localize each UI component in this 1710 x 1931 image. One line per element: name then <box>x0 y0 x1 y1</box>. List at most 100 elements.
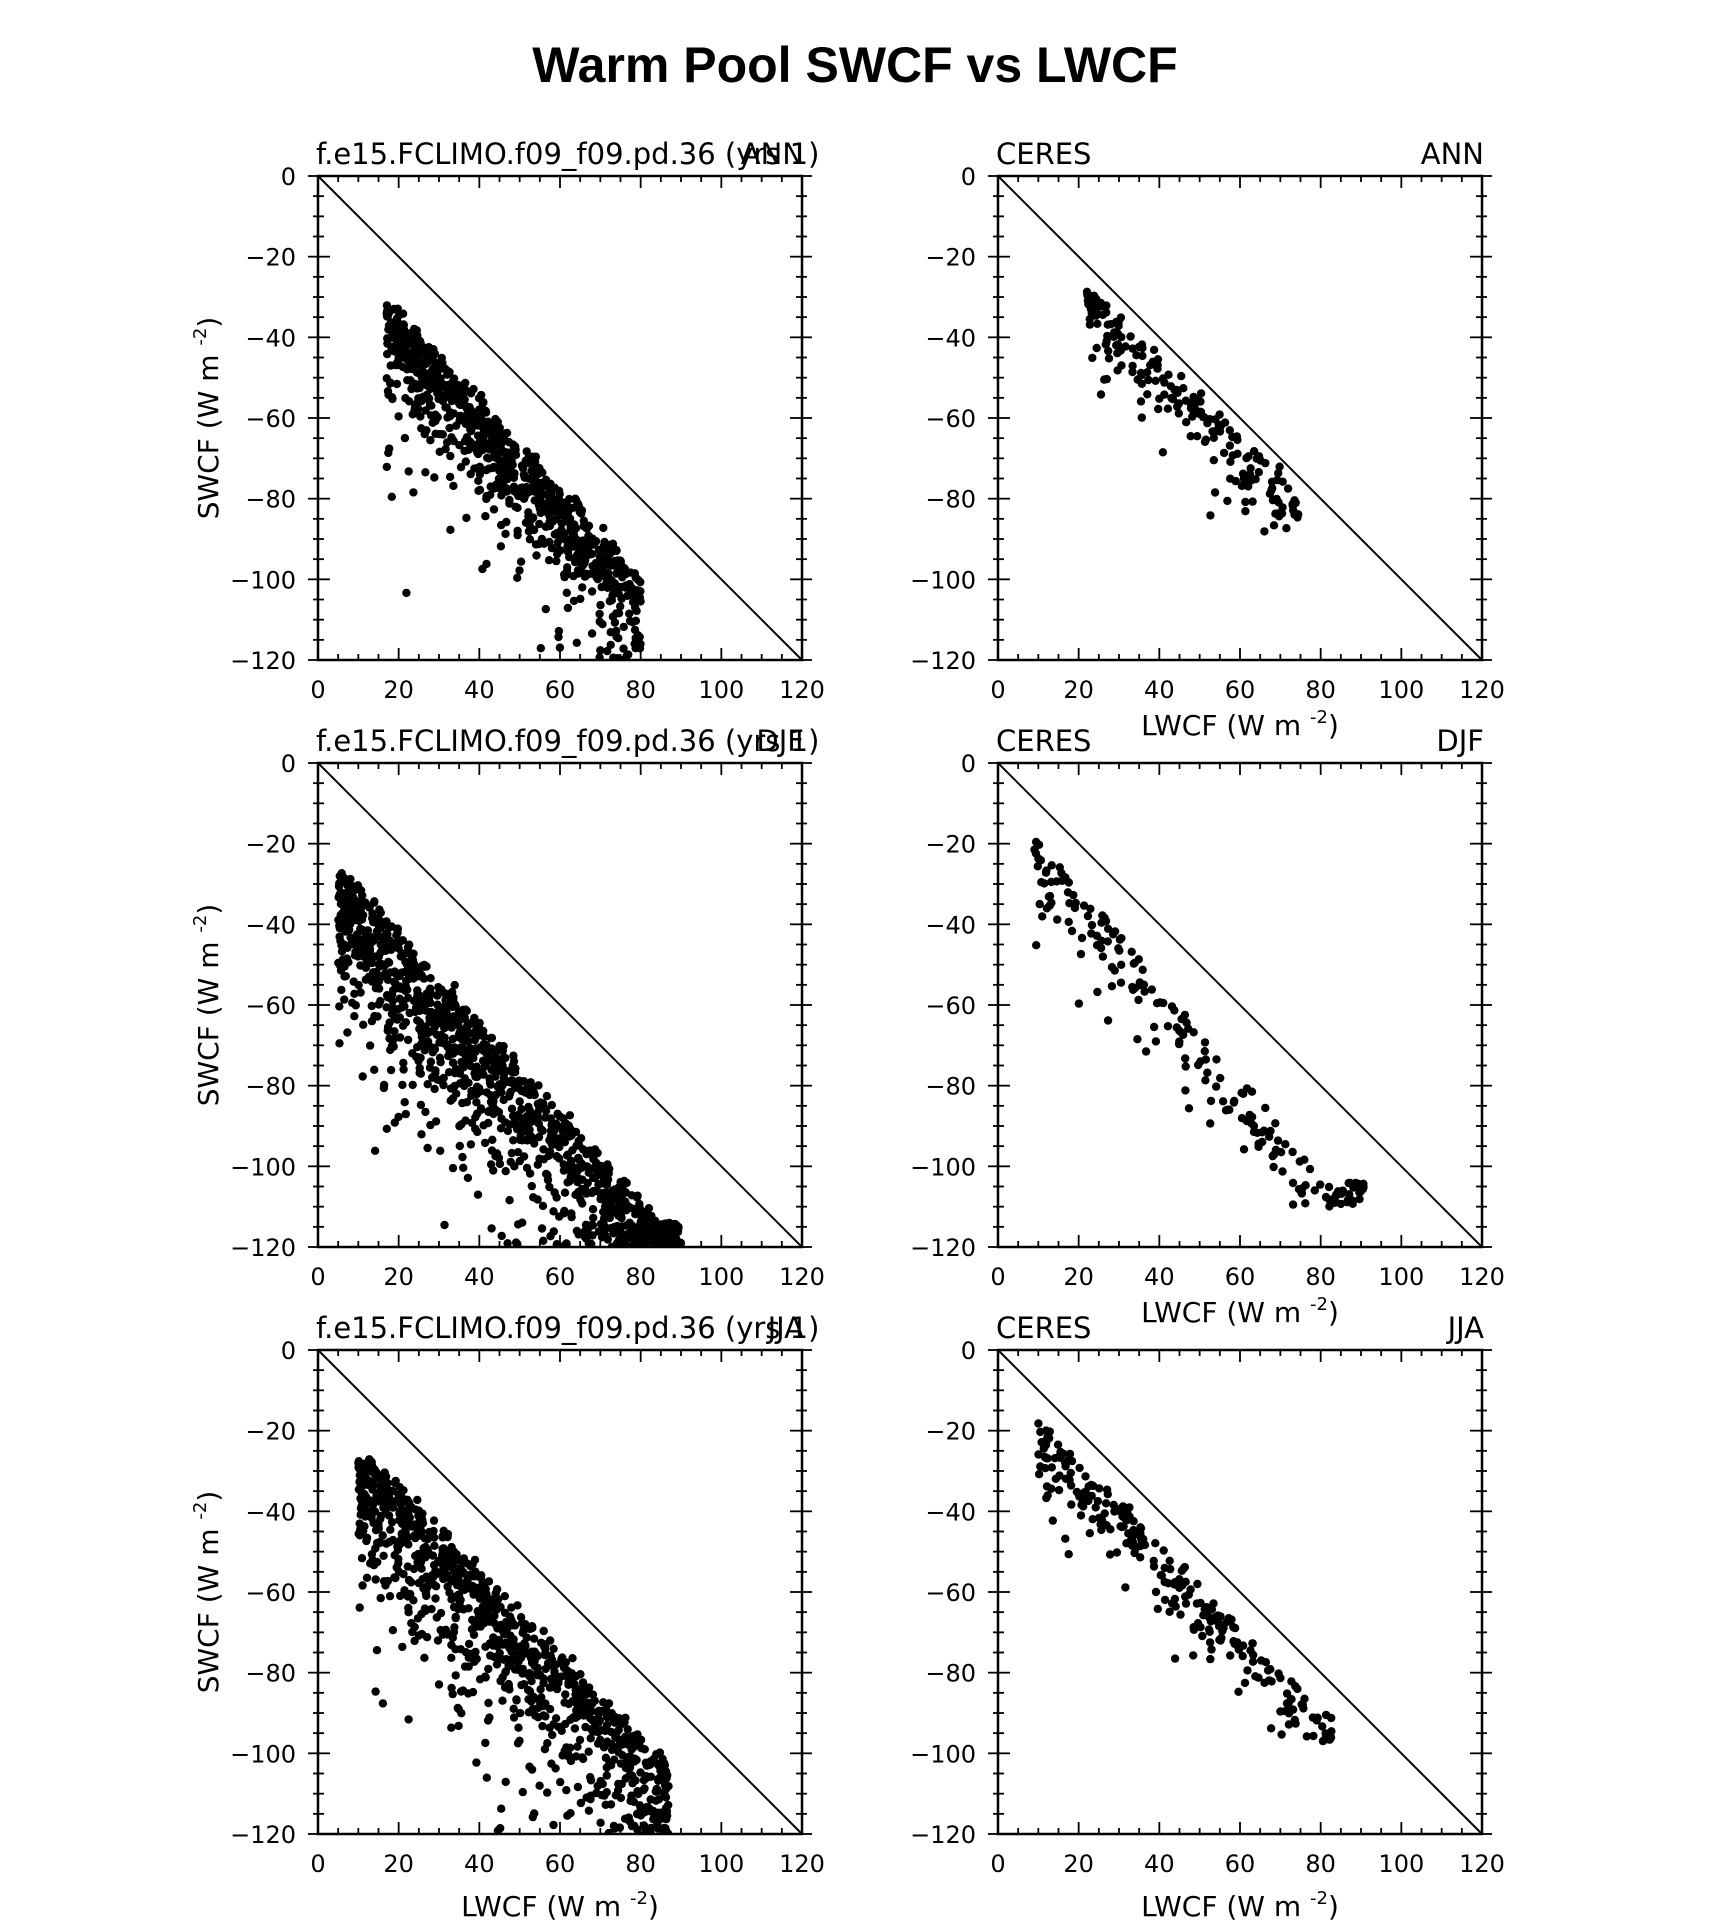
data-point <box>495 1159 505 1169</box>
y-tick-label: −120 <box>910 1821 976 1849</box>
data-point <box>1209 433 1219 442</box>
data-point <box>603 646 612 656</box>
data-point <box>621 1713 630 1723</box>
data-point <box>1282 1699 1292 1708</box>
x-tick-label: 40 <box>1144 1263 1175 1291</box>
data-point <box>374 960 384 969</box>
data-point <box>389 304 399 314</box>
data-point <box>1045 891 1055 901</box>
data-point <box>576 594 585 604</box>
data-point <box>1316 1180 1325 1189</box>
data-point <box>402 588 411 598</box>
data-point <box>1273 1136 1283 1145</box>
data-point <box>1054 1485 1064 1495</box>
data-point <box>1168 394 1178 404</box>
data-point <box>445 423 454 433</box>
data-point <box>368 1555 377 1565</box>
data-point <box>370 1146 380 1156</box>
data-point <box>464 1639 474 1649</box>
data-point <box>621 1774 630 1783</box>
data-point <box>489 1596 498 1605</box>
data-point <box>336 936 345 946</box>
data-point <box>1129 959 1139 968</box>
data-point <box>620 570 629 579</box>
data-point <box>545 498 555 507</box>
data-point <box>602 1771 611 1780</box>
data-point <box>459 1045 468 1054</box>
data-point <box>496 542 506 551</box>
x-tick-label: 20 <box>1063 1850 1094 1878</box>
data-point <box>549 1644 558 1654</box>
data-point <box>533 1116 542 1126</box>
data-point <box>378 1699 388 1708</box>
data-point <box>541 475 551 484</box>
data-point <box>1113 366 1122 375</box>
data-point <box>513 573 522 582</box>
data-point <box>1077 933 1087 943</box>
data-point <box>371 1687 380 1696</box>
y-tick-label: −40 <box>245 324 296 352</box>
data-point <box>372 1469 381 1478</box>
data-point <box>1051 1474 1061 1484</box>
data-point <box>449 436 458 446</box>
data-point <box>1205 1638 1215 1647</box>
data-point <box>466 469 475 479</box>
data-point <box>654 1774 663 1784</box>
data-point <box>450 1081 459 1091</box>
scatter-panel-f-e15-fclimo-f09-f09-pd-36-ann: 0 20 40 60 80 100 120 0 −20 −40 −60 −80 −100 −120 f.e1… <box>190 137 825 704</box>
data-point <box>1277 1730 1286 1739</box>
data-point <box>386 1525 395 1534</box>
x-tick-label: 100 <box>1378 1850 1424 1878</box>
data-point <box>335 890 344 899</box>
data-point <box>417 1629 427 1639</box>
data-point <box>448 1049 458 1058</box>
data-point <box>425 349 434 358</box>
data-point <box>1268 1151 1277 1161</box>
data-point <box>515 1156 524 1166</box>
data-point <box>1147 985 1157 994</box>
data-point <box>1101 1499 1111 1508</box>
data-point <box>1126 332 1135 341</box>
data-point <box>1276 1707 1285 1716</box>
data-point <box>456 463 466 472</box>
data-point <box>1193 1579 1202 1589</box>
data-point <box>1244 452 1253 461</box>
panel-source-label: CERES <box>996 1311 1091 1345</box>
data-point <box>455 441 464 450</box>
data-point <box>387 938 397 948</box>
data-point <box>534 539 543 549</box>
data-point <box>609 1821 619 1831</box>
data-point <box>365 903 374 912</box>
data-point <box>502 517 511 527</box>
data-point <box>1106 1525 1115 1534</box>
data-point <box>595 552 604 561</box>
data-point <box>1188 412 1197 421</box>
data-point <box>513 1651 523 1660</box>
data-point <box>1101 340 1111 349</box>
data-point <box>1220 418 1230 427</box>
data-point <box>429 1516 439 1525</box>
data-point <box>472 1098 481 1107</box>
data-point <box>1318 1722 1327 1731</box>
data-point <box>1201 1055 1211 1064</box>
data-point <box>367 1513 376 1523</box>
data-point <box>423 1029 432 1038</box>
data-point <box>1136 1523 1145 1532</box>
data-point <box>651 1812 660 1822</box>
data-point <box>470 1657 479 1667</box>
data-point <box>436 1058 445 1067</box>
data-point <box>1074 999 1084 1008</box>
data-point <box>447 1653 456 1663</box>
data-point <box>431 1066 440 1075</box>
data-point <box>1206 1119 1215 1128</box>
data-point <box>401 1590 410 1599</box>
data-point <box>1103 924 1113 933</box>
data-point <box>524 508 533 517</box>
data-point <box>610 1755 619 1764</box>
data-point <box>477 440 487 449</box>
data-point <box>1318 1736 1328 1746</box>
data-point <box>1215 1635 1224 1645</box>
panel-source-label: f.e15.FCLIMO.f09_f09.pd.36 (yrs 1) <box>316 724 819 758</box>
data-point <box>336 961 345 970</box>
data-point <box>547 490 556 499</box>
